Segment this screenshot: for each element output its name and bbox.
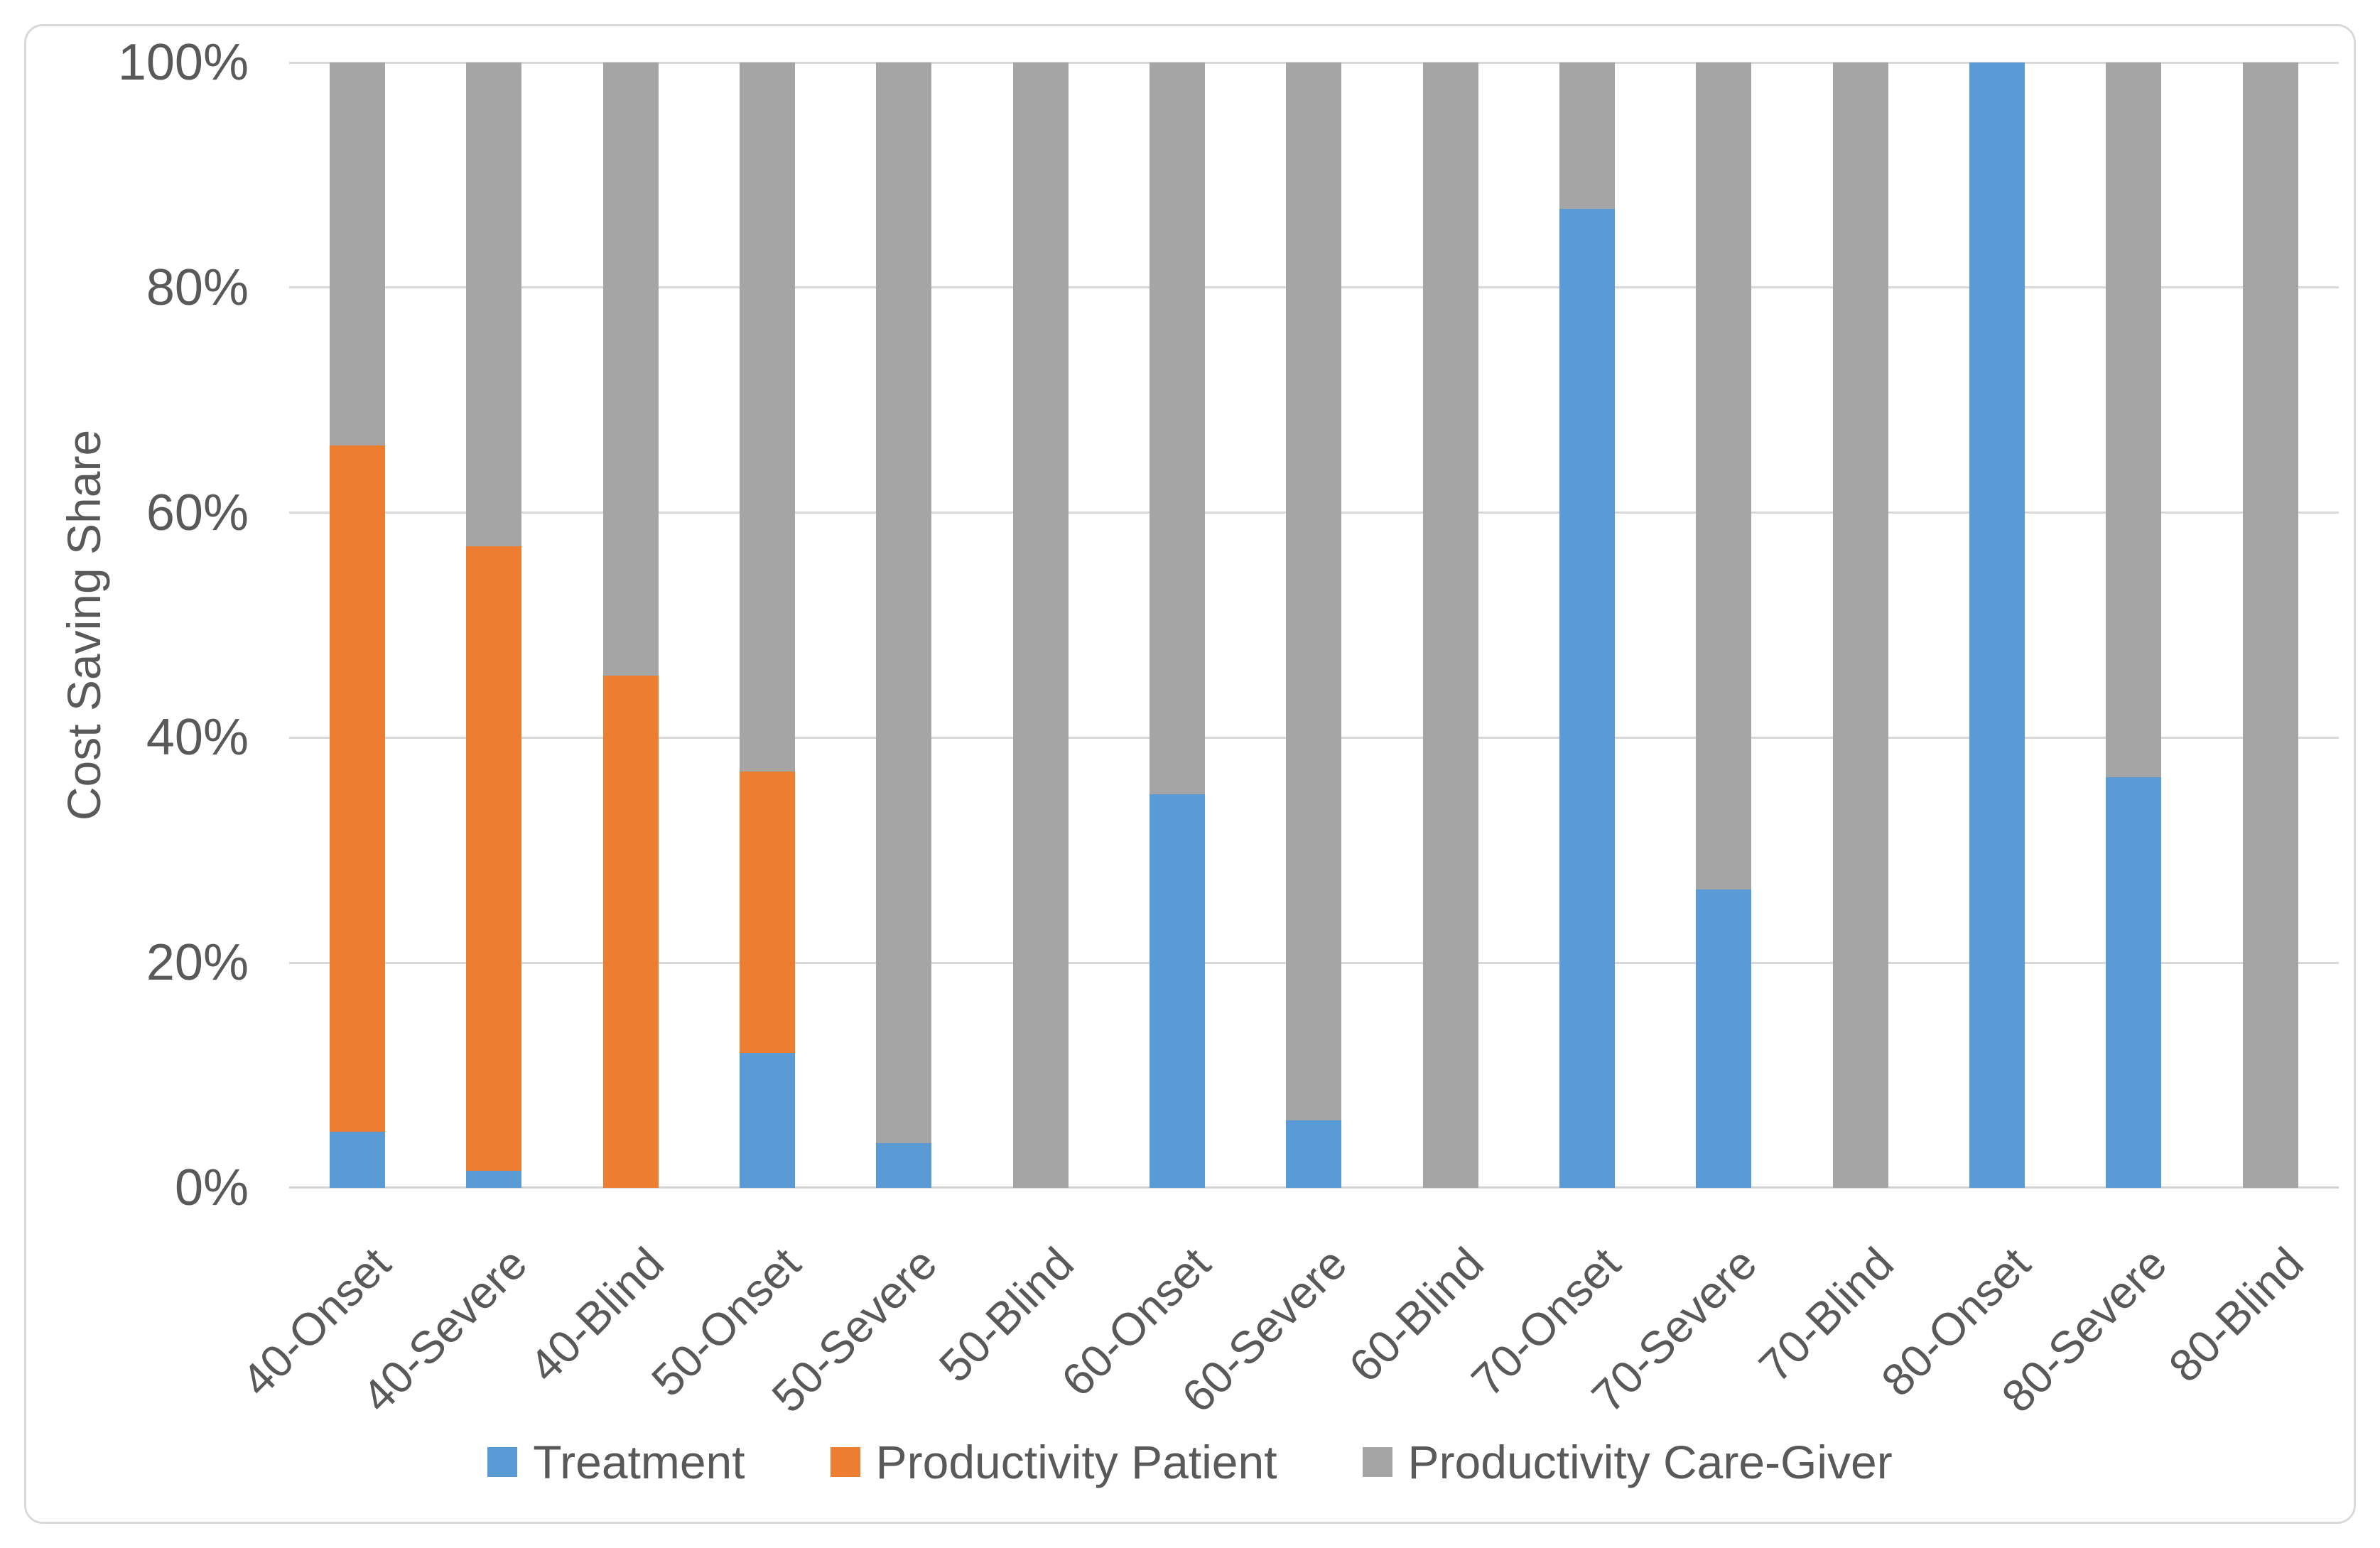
- bar-slot: [289, 63, 426, 1188]
- bar-slot: [2202, 63, 2339, 1188]
- bar-segment-treatment: [1150, 794, 1206, 1188]
- bar-segment-productivity-care-giver: [330, 63, 386, 445]
- bar-segment-productivity-care-giver: [1286, 63, 1342, 1120]
- stacked-bar-60-severe: [1286, 63, 1342, 1188]
- bar-segment-productivity-care-giver: [1832, 63, 1888, 1188]
- bar-slot: [426, 63, 562, 1188]
- y-tick-label: 100%: [117, 34, 249, 91]
- bar-segment-productivity-patient: [466, 546, 522, 1171]
- bar-slot: [1383, 63, 1519, 1188]
- bar-segment-treatment: [466, 1171, 522, 1188]
- bar-segment-treatment: [1286, 1120, 1342, 1188]
- stacked-bar-80-blind: [2242, 63, 2298, 1188]
- stacked-bar-70-severe: [1696, 63, 1752, 1188]
- bar-segment-productivity-care-giver: [602, 63, 659, 676]
- bar-segment-productivity-patient: [330, 445, 386, 1132]
- y-tick-label: 60%: [146, 484, 249, 541]
- bar-segment-productivity-care-giver: [2106, 63, 2162, 777]
- stacked-bar-70-onset: [1559, 63, 1616, 1188]
- y-tick-label: 20%: [146, 934, 249, 992]
- bar-segment-productivity-patient: [740, 771, 796, 1053]
- bar-segment-productivity-care-giver: [466, 63, 522, 547]
- bar-segment-treatment: [1696, 889, 1752, 1188]
- bar-slot: [563, 63, 699, 1188]
- bar-segment-treatment: [330, 1131, 386, 1188]
- stacked-bar-40-blind: [602, 63, 659, 1188]
- y-tick-label: 40%: [146, 709, 249, 767]
- bar-segment-productivity-patient: [602, 676, 659, 1188]
- bar-segment-productivity-care-giver: [1422, 63, 1478, 1188]
- bar-slot: [699, 63, 835, 1188]
- legend-label: Treatment: [533, 1436, 745, 1488]
- bar-segment-treatment: [2106, 776, 2162, 1188]
- bars: [289, 63, 2339, 1188]
- bar-slot: [973, 63, 1109, 1188]
- legend-item-productivity-care-giver: Productivity Care-Giver: [1362, 1436, 1893, 1488]
- stacked-bar-80-severe: [2106, 63, 2162, 1188]
- stacked-bar-70-blind: [1832, 63, 1888, 1188]
- legend-label: Productivity Patient: [875, 1436, 1277, 1488]
- y-tick-label: 80%: [146, 259, 249, 316]
- legend-item-productivity-patient: Productivity Patient: [830, 1436, 1277, 1488]
- bar-segment-productivity-care-giver: [1696, 63, 1752, 890]
- legend-swatch-icon: [1362, 1447, 1392, 1477]
- bar-slot: [1792, 63, 1929, 1188]
- stacked-bar-60-blind: [1422, 63, 1478, 1188]
- stacked-bar-60-onset: [1150, 63, 1206, 1188]
- bar-slot: [835, 63, 972, 1188]
- bar-segment-productivity-care-giver: [1150, 63, 1206, 794]
- bar-segment-productivity-care-giver: [1012, 63, 1069, 1188]
- bar-segment-productivity-care-giver: [1559, 63, 1616, 209]
- legend-label: Productivity Care-Giver: [1407, 1436, 1893, 1488]
- stacked-bar-50-blind: [1012, 63, 1069, 1188]
- bar-segment-treatment: [1559, 208, 1616, 1188]
- bar-segment-treatment: [740, 1052, 796, 1188]
- legend-item-treatment: Treatment: [487, 1439, 745, 1485]
- stacked-bar-40-severe: [466, 63, 522, 1188]
- stacked-bar-40-onset: [330, 63, 386, 1188]
- bar-segment-productivity-care-giver: [2242, 63, 2298, 1188]
- bar-slot: [1245, 63, 1382, 1188]
- stacked-bar-80-onset: [1969, 63, 2025, 1188]
- plot-area: [289, 61, 2339, 1189]
- bar-slot: [1929, 63, 2065, 1188]
- legend-swatch-icon: [487, 1447, 518, 1477]
- bar-segment-productivity-care-giver: [876, 63, 932, 1143]
- bar-segment-treatment: [1969, 63, 2025, 1188]
- legend: Treatment Productivity Patient Productivit…: [0, 1439, 2380, 1485]
- y-tick-label: 0%: [174, 1159, 249, 1216]
- bar-slot: [2065, 63, 2202, 1188]
- gridline: [289, 61, 2339, 64]
- stacked-bar-50-severe: [876, 63, 932, 1188]
- bar-slot: [1655, 63, 1792, 1188]
- bar-segment-treatment: [876, 1142, 932, 1188]
- bar-segment-productivity-care-giver: [740, 63, 796, 772]
- legend-swatch-icon: [830, 1447, 860, 1477]
- stacked-bar-50-onset: [740, 63, 796, 1188]
- bar-slot: [1109, 63, 1245, 1188]
- bar-slot: [1519, 63, 1655, 1188]
